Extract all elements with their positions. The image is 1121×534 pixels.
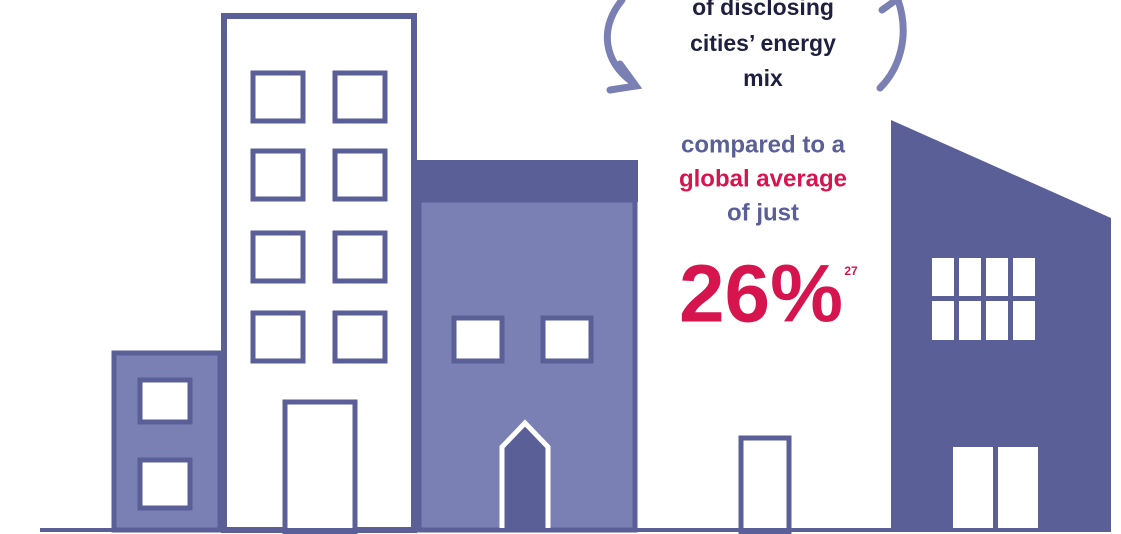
callout-line: cities’ energy	[690, 30, 836, 56]
window	[335, 233, 385, 281]
roof	[416, 160, 638, 202]
window	[140, 380, 190, 422]
window	[335, 73, 385, 121]
window	[140, 460, 190, 508]
window	[335, 151, 385, 199]
callout-line: of disclosing	[692, 0, 834, 20]
window	[253, 233, 303, 281]
callout-line: mix	[743, 65, 783, 91]
statistic: 26%	[679, 249, 843, 340]
window	[454, 318, 502, 361]
window	[253, 151, 303, 199]
buildings	[40, 16, 1111, 532]
infographic: of disclosing cities’ energy mix compare…	[0, 0, 1121, 534]
window	[253, 313, 303, 361]
window	[253, 73, 303, 121]
comparison-line: of just	[727, 199, 799, 226]
door	[285, 402, 355, 532]
comparison-highlight: global average	[679, 165, 847, 192]
door	[502, 423, 548, 532]
window	[543, 318, 591, 361]
footnote: 27	[844, 264, 858, 278]
comparison-line: compared to a	[681, 131, 846, 158]
window	[335, 313, 385, 361]
door	[741, 438, 789, 532]
